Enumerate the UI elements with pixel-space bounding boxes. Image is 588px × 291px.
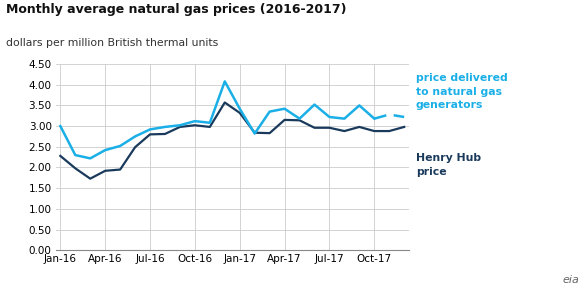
Text: Monthly average natural gas prices (2016-2017): Monthly average natural gas prices (2016… [6,3,346,16]
Text: dollars per million British thermal units: dollars per million British thermal unit… [6,38,218,48]
Text: eia: eia [562,275,579,285]
Text: Henry Hub
price: Henry Hub price [416,153,481,177]
Text: price delivered
to natural gas
generators: price delivered to natural gas generator… [416,73,507,110]
